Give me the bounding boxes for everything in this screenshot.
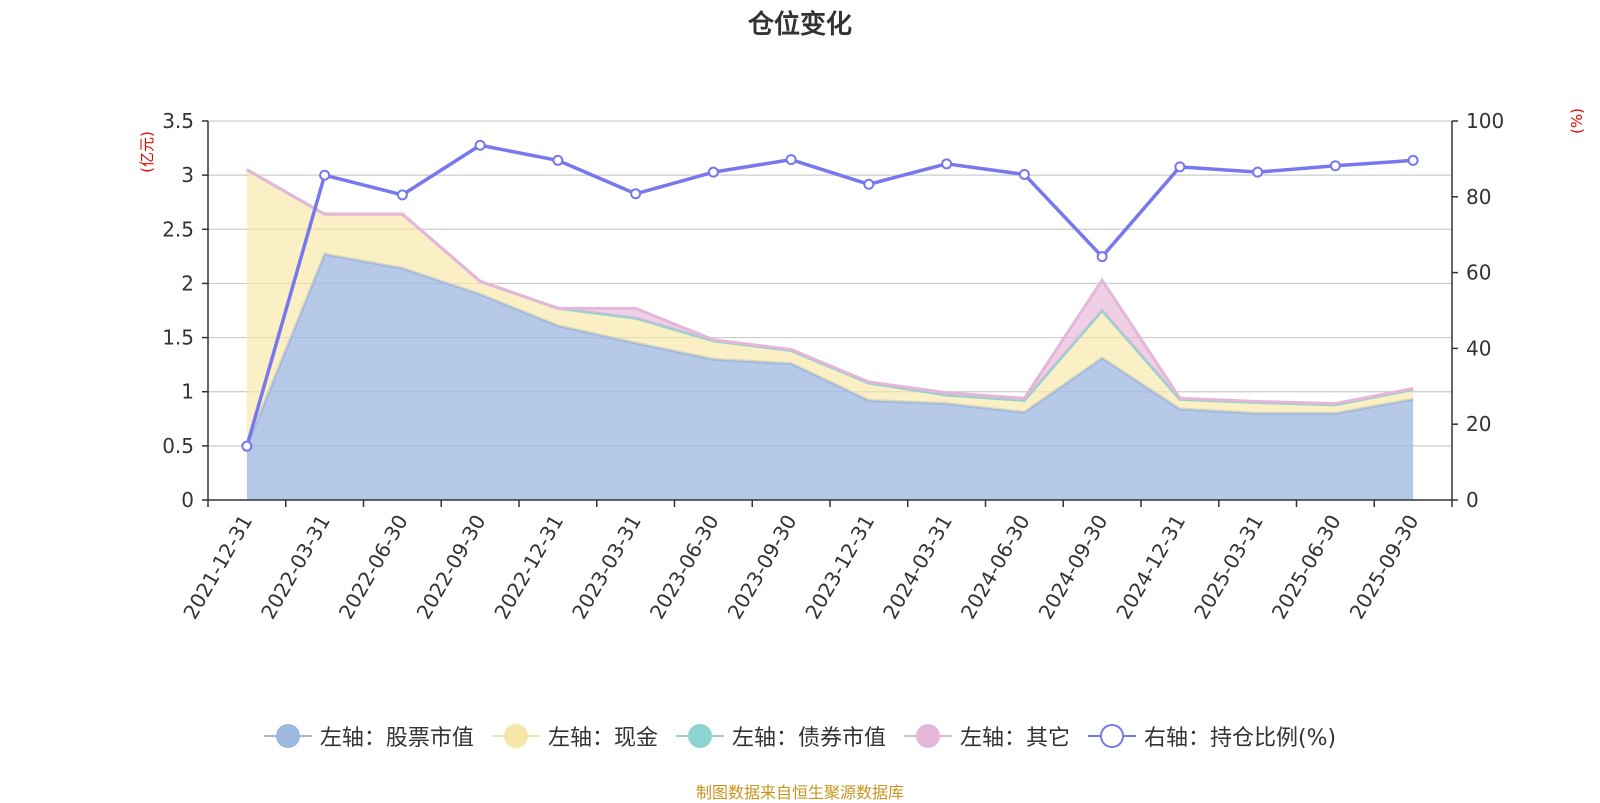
left-axis-tick-label: 3 [181,163,194,187]
left-axis-tick-label: 3.5 [162,109,194,133]
x-axis-tick-label: 2025-09-30 [1345,511,1424,624]
ratio-point[interactable] [1174,161,1186,173]
x-axis-tick-label: 2022-09-30 [412,511,491,624]
right-axis-tick-label: 80 [1466,185,1491,209]
right-axis-unit: (%) [1568,108,1586,134]
legend-stock-value[interactable]: 左轴：股票市值 [263,720,474,752]
line-other [246,168,1414,406]
ratio-point[interactable] [1407,154,1419,166]
ratio-point[interactable] [863,178,875,190]
right-axis-tick-label: 100 [1466,109,1504,133]
ratio-point[interactable] [319,169,331,181]
x-axis-tick-label: 2024-09-30 [1034,511,1113,624]
legend-marker-icon [263,723,312,749]
legend-marker-icon [675,723,724,749]
source-note: 制图数据来自恒生聚源数据库 [695,783,904,802]
x-axis-tick-label: 2023-09-30 [723,511,802,624]
left-axis-tick-label: 2.5 [162,217,194,241]
legend-label: 右轴：持仓比例(%) [1143,726,1337,751]
right-axis-tick-label: 20 [1466,412,1491,436]
left-axis-tick-label: 0.5 [162,434,194,458]
left-axis-tick-label: 1 [181,380,194,404]
ratio-point[interactable] [1096,251,1108,263]
ratio-point[interactable] [707,166,719,178]
ratio-point[interactable] [1252,166,1264,178]
area-stock-value [246,254,1414,500]
ratio-point[interactable] [785,154,797,166]
x-axis-tick-label: 2024-03-31 [878,511,957,624]
ratio-line [241,139,1419,452]
legend-marker-icon [1087,723,1136,749]
ratio-line-path [245,143,1414,447]
ratio-point[interactable] [241,440,253,452]
legend-label: 左轴：债券市值 [731,726,886,751]
left-axis-unit: (亿元) [138,131,156,173]
legend-bond-value[interactable]: 左轴：债券市值 [675,720,886,752]
legend: 左轴：股票市值 左轴：现金 左轴：债券市值 左轴：其它 右轴：持仓比例(%) [0,720,1600,752]
stacked-areas [245,168,1414,500]
legend-label: 左轴：股票市值 [319,726,474,751]
axes [202,120,1458,507]
legend-marker-icon [903,723,952,749]
x-axis-tick-label: 2025-03-31 [1189,511,1268,624]
x-axis-tick-label: 2023-03-31 [567,511,646,624]
ratio-point[interactable] [396,189,408,201]
right-axis-tick-label: 60 [1466,261,1491,285]
x-axis-tick-label: 2022-06-30 [334,511,413,624]
x-axis-tick-label: 2022-12-31 [489,511,568,624]
right-axis-tick-label: 40 [1466,336,1491,360]
legend-other[interactable]: 左轴：其它 [903,720,1070,752]
ratio-point[interactable] [474,139,486,151]
legend-ratio[interactable]: 右轴：持仓比例(%) [1087,720,1337,752]
left-axis-tick-label: 1.5 [162,326,194,350]
x-axis-tick-label: 2024-12-31 [1111,511,1190,624]
legend-marker-icon [491,723,540,749]
x-axis-tick-label: 2022-03-31 [256,511,335,624]
ratio-point[interactable] [630,188,642,200]
x-axis-tick-label: 2023-12-31 [800,511,879,624]
x-axis-tick-label: 2025-06-30 [1267,511,1346,624]
ratio-point[interactable] [1329,160,1341,172]
left-axis-tick-label: 2 [181,271,194,295]
chart-title: 仓位变化 [747,10,852,40]
x-axis-tick-label: 2024-06-30 [956,511,1035,624]
right-axis-tick-label: 0 [1466,488,1479,512]
legend-label: 左轴：其它 [959,726,1070,751]
x-axis-tick-label: 2021-12-31 [178,511,257,624]
ratio-point[interactable] [1018,168,1030,180]
left-axis-tick-label: 0 [181,488,194,512]
legend-label: 左轴：现金 [547,726,658,751]
ratio-point[interactable] [941,158,953,170]
legend-cash[interactable]: 左轴：现金 [491,720,658,752]
ratio-point[interactable] [552,154,564,166]
x-axis-tick-label: 2023-06-30 [645,511,724,624]
